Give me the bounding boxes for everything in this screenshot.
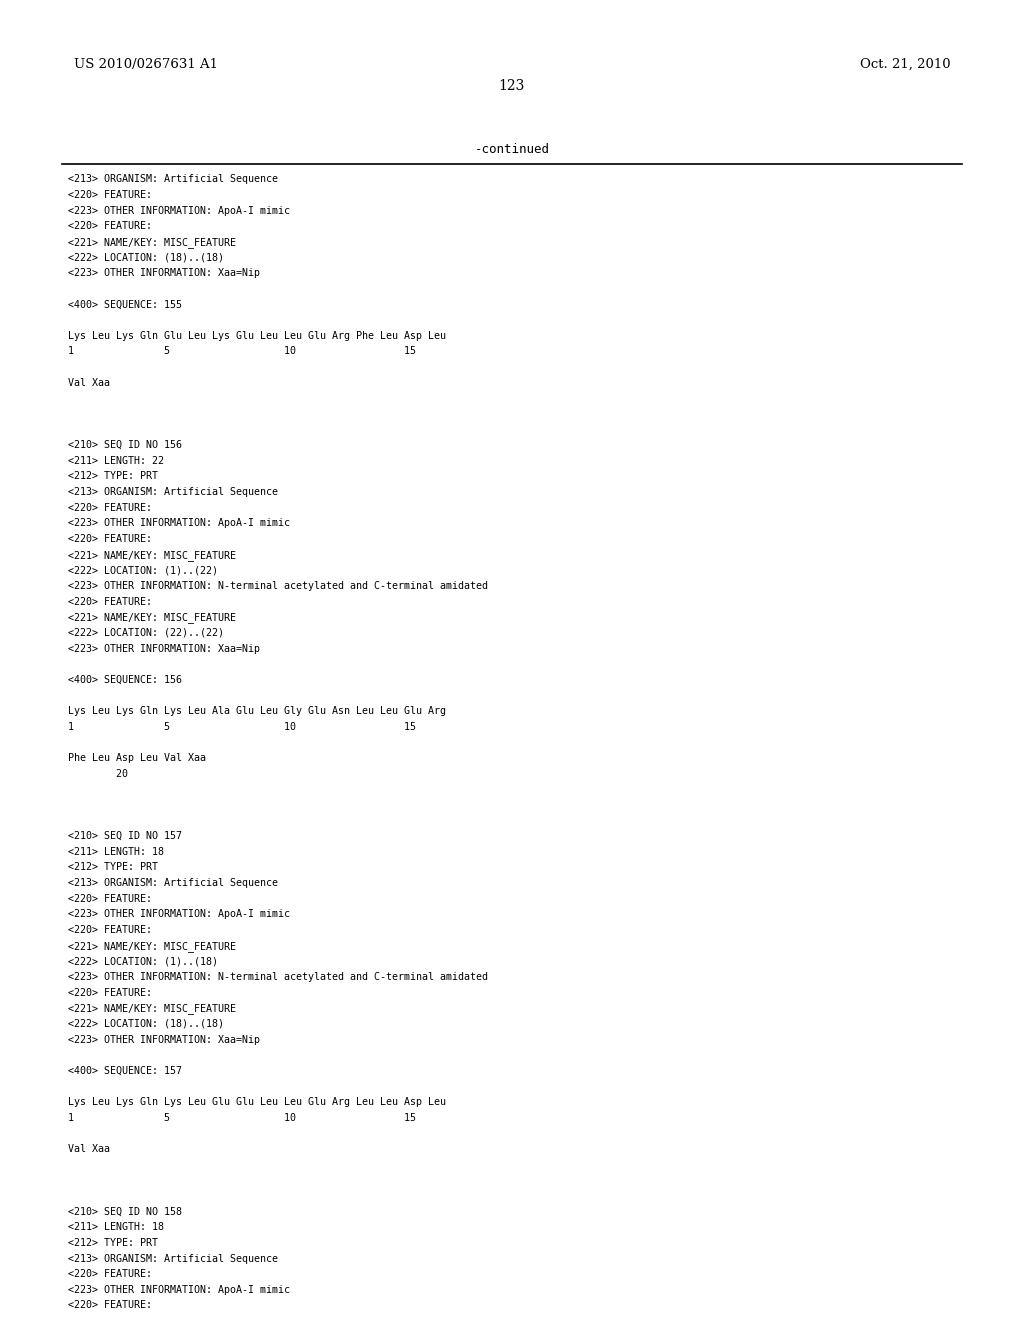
Text: <212> TYPE: PRT: <212> TYPE: PRT <box>68 471 158 482</box>
Text: <223> OTHER INFORMATION: ApoA-I mimic: <223> OTHER INFORMATION: ApoA-I mimic <box>68 1284 290 1295</box>
Text: Lys Leu Lys Gln Lys Leu Ala Glu Leu Gly Glu Asn Leu Leu Glu Arg: Lys Leu Lys Gln Lys Leu Ala Glu Leu Gly … <box>68 706 445 715</box>
Text: <220> FEATURE:: <220> FEATURE: <box>68 190 152 199</box>
Text: <223> OTHER INFORMATION: ApoA-I mimic: <223> OTHER INFORMATION: ApoA-I mimic <box>68 519 290 528</box>
Text: <400> SEQUENCE: 155: <400> SEQUENCE: 155 <box>68 300 181 309</box>
Text: <221> NAME/KEY: MISC_FEATURE: <221> NAME/KEY: MISC_FEATURE <box>68 1003 236 1014</box>
Text: 1               5                   10                  15: 1 5 10 15 <box>68 346 416 356</box>
Text: <400> SEQUENCE: 157: <400> SEQUENCE: 157 <box>68 1065 181 1076</box>
Text: Val Xaa: Val Xaa <box>68 1144 110 1154</box>
Text: <220> FEATURE:: <220> FEATURE: <box>68 1269 152 1279</box>
Text: <210> SEQ ID NO 158: <210> SEQ ID NO 158 <box>68 1206 181 1217</box>
Text: <223> OTHER INFORMATION: Xaa=Nip: <223> OTHER INFORMATION: Xaa=Nip <box>68 1035 260 1044</box>
Text: <213> ORGANISM: Artificial Sequence: <213> ORGANISM: Artificial Sequence <box>68 487 278 498</box>
Text: US 2010/0267631 A1: US 2010/0267631 A1 <box>74 58 218 71</box>
Text: 123: 123 <box>499 79 525 94</box>
Text: 1               5                   10                  15: 1 5 10 15 <box>68 1113 416 1123</box>
Text: <220> FEATURE:: <220> FEATURE: <box>68 597 152 607</box>
Text: <211> LENGTH: 18: <211> LENGTH: 18 <box>68 847 164 857</box>
Text: Oct. 21, 2010: Oct. 21, 2010 <box>859 58 950 71</box>
Text: <223> OTHER INFORMATION: N-terminal acetylated and C-terminal amidated: <223> OTHER INFORMATION: N-terminal acet… <box>68 972 487 982</box>
Text: <220> FEATURE:: <220> FEATURE: <box>68 894 152 904</box>
Text: <221> NAME/KEY: MISC_FEATURE: <221> NAME/KEY: MISC_FEATURE <box>68 549 236 561</box>
Text: <220> FEATURE:: <220> FEATURE: <box>68 987 152 998</box>
Text: Val Xaa: Val Xaa <box>68 378 110 388</box>
Text: <223> OTHER INFORMATION: Xaa=Nip: <223> OTHER INFORMATION: Xaa=Nip <box>68 268 260 279</box>
Text: 20: 20 <box>68 768 128 779</box>
Text: <213> ORGANISM: Artificial Sequence: <213> ORGANISM: Artificial Sequence <box>68 174 278 185</box>
Text: <220> FEATURE:: <220> FEATURE: <box>68 535 152 544</box>
Text: <221> NAME/KEY: MISC_FEATURE: <221> NAME/KEY: MISC_FEATURE <box>68 941 236 952</box>
Text: 1               5                   10                  15: 1 5 10 15 <box>68 722 416 731</box>
Text: <210> SEQ ID NO 156: <210> SEQ ID NO 156 <box>68 440 181 450</box>
Text: Phe Leu Asp Leu Val Xaa: Phe Leu Asp Leu Val Xaa <box>68 752 206 763</box>
Text: <222> LOCATION: (18)..(18): <222> LOCATION: (18)..(18) <box>68 252 223 263</box>
Text: <223> OTHER INFORMATION: ApoA-I mimic: <223> OTHER INFORMATION: ApoA-I mimic <box>68 206 290 215</box>
Text: <221> NAME/KEY: MISC_FEATURE: <221> NAME/KEY: MISC_FEATURE <box>68 612 236 623</box>
Text: -continued: -continued <box>474 143 550 156</box>
Text: <210> SEQ ID NO 157: <210> SEQ ID NO 157 <box>68 832 181 841</box>
Text: <222> LOCATION: (18)..(18): <222> LOCATION: (18)..(18) <box>68 1019 223 1028</box>
Text: <212> TYPE: PRT: <212> TYPE: PRT <box>68 862 158 873</box>
Text: <213> ORGANISM: Artificial Sequence: <213> ORGANISM: Artificial Sequence <box>68 878 278 888</box>
Text: <211> LENGTH: 22: <211> LENGTH: 22 <box>68 455 164 466</box>
Text: <222> LOCATION: (1)..(18): <222> LOCATION: (1)..(18) <box>68 956 217 966</box>
Text: <223> OTHER INFORMATION: ApoA-I mimic: <223> OTHER INFORMATION: ApoA-I mimic <box>68 909 290 920</box>
Text: <223> OTHER INFORMATION: N-terminal acetylated and C-terminal amidated: <223> OTHER INFORMATION: N-terminal acet… <box>68 581 487 591</box>
Text: <220> FEATURE:: <220> FEATURE: <box>68 503 152 512</box>
Text: Lys Leu Lys Gln Lys Leu Glu Glu Leu Leu Glu Arg Leu Leu Asp Leu: Lys Leu Lys Gln Lys Leu Glu Glu Leu Leu … <box>68 1097 445 1107</box>
Text: <212> TYPE: PRT: <212> TYPE: PRT <box>68 1238 158 1247</box>
Text: <213> ORGANISM: Artificial Sequence: <213> ORGANISM: Artificial Sequence <box>68 1254 278 1263</box>
Text: <221> NAME/KEY: MISC_FEATURE: <221> NAME/KEY: MISC_FEATURE <box>68 236 236 248</box>
Text: <400> SEQUENCE: 156: <400> SEQUENCE: 156 <box>68 675 181 685</box>
Text: <220> FEATURE:: <220> FEATURE: <box>68 1300 152 1311</box>
Text: <222> LOCATION: (1)..(22): <222> LOCATION: (1)..(22) <box>68 565 217 576</box>
Text: <222> LOCATION: (22)..(22): <222> LOCATION: (22)..(22) <box>68 628 223 638</box>
Text: <223> OTHER INFORMATION: Xaa=Nip: <223> OTHER INFORMATION: Xaa=Nip <box>68 644 260 653</box>
Text: Lys Leu Lys Gln Glu Leu Lys Glu Leu Leu Glu Arg Phe Leu Asp Leu: Lys Leu Lys Gln Glu Leu Lys Glu Leu Leu … <box>68 330 445 341</box>
Text: <220> FEATURE:: <220> FEATURE: <box>68 222 152 231</box>
Text: <220> FEATURE:: <220> FEATURE: <box>68 925 152 935</box>
Text: <211> LENGTH: 18: <211> LENGTH: 18 <box>68 1222 164 1233</box>
